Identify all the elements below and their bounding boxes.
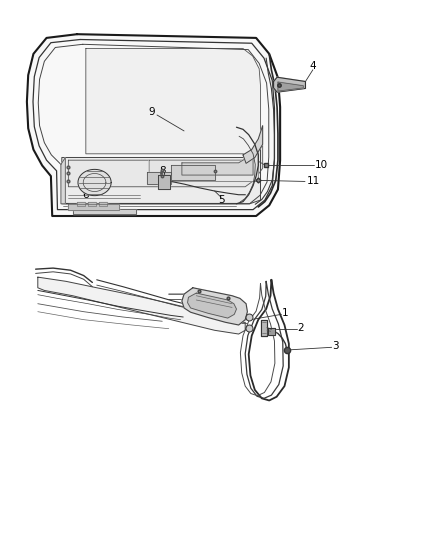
Polygon shape [182, 288, 247, 325]
Text: 9: 9 [148, 107, 155, 117]
Polygon shape [187, 293, 237, 318]
Text: 5: 5 [218, 195, 225, 205]
Polygon shape [73, 209, 136, 214]
Text: 1: 1 [283, 308, 289, 318]
Polygon shape [27, 34, 280, 216]
Polygon shape [68, 204, 119, 209]
Text: 3: 3 [332, 341, 339, 351]
Polygon shape [86, 49, 261, 154]
Polygon shape [243, 126, 263, 164]
Polygon shape [88, 201, 96, 206]
Polygon shape [62, 144, 261, 204]
Polygon shape [61, 158, 65, 204]
Text: 7: 7 [190, 166, 196, 176]
Polygon shape [38, 277, 245, 334]
Text: 8: 8 [159, 166, 166, 176]
Polygon shape [274, 77, 305, 92]
Text: 4: 4 [310, 61, 316, 70]
Polygon shape [278, 82, 303, 91]
Polygon shape [158, 175, 170, 189]
Polygon shape [261, 320, 267, 336]
Polygon shape [147, 172, 171, 184]
Polygon shape [68, 146, 263, 187]
Polygon shape [77, 201, 85, 206]
Text: 10: 10 [315, 160, 328, 171]
Text: 11: 11 [306, 176, 320, 187]
Polygon shape [149, 146, 258, 181]
Text: 6: 6 [82, 190, 89, 200]
Text: 2: 2 [297, 322, 304, 333]
Polygon shape [171, 165, 215, 180]
Polygon shape [99, 201, 107, 206]
Polygon shape [78, 169, 111, 196]
Polygon shape [182, 151, 253, 175]
Polygon shape [268, 328, 275, 335]
